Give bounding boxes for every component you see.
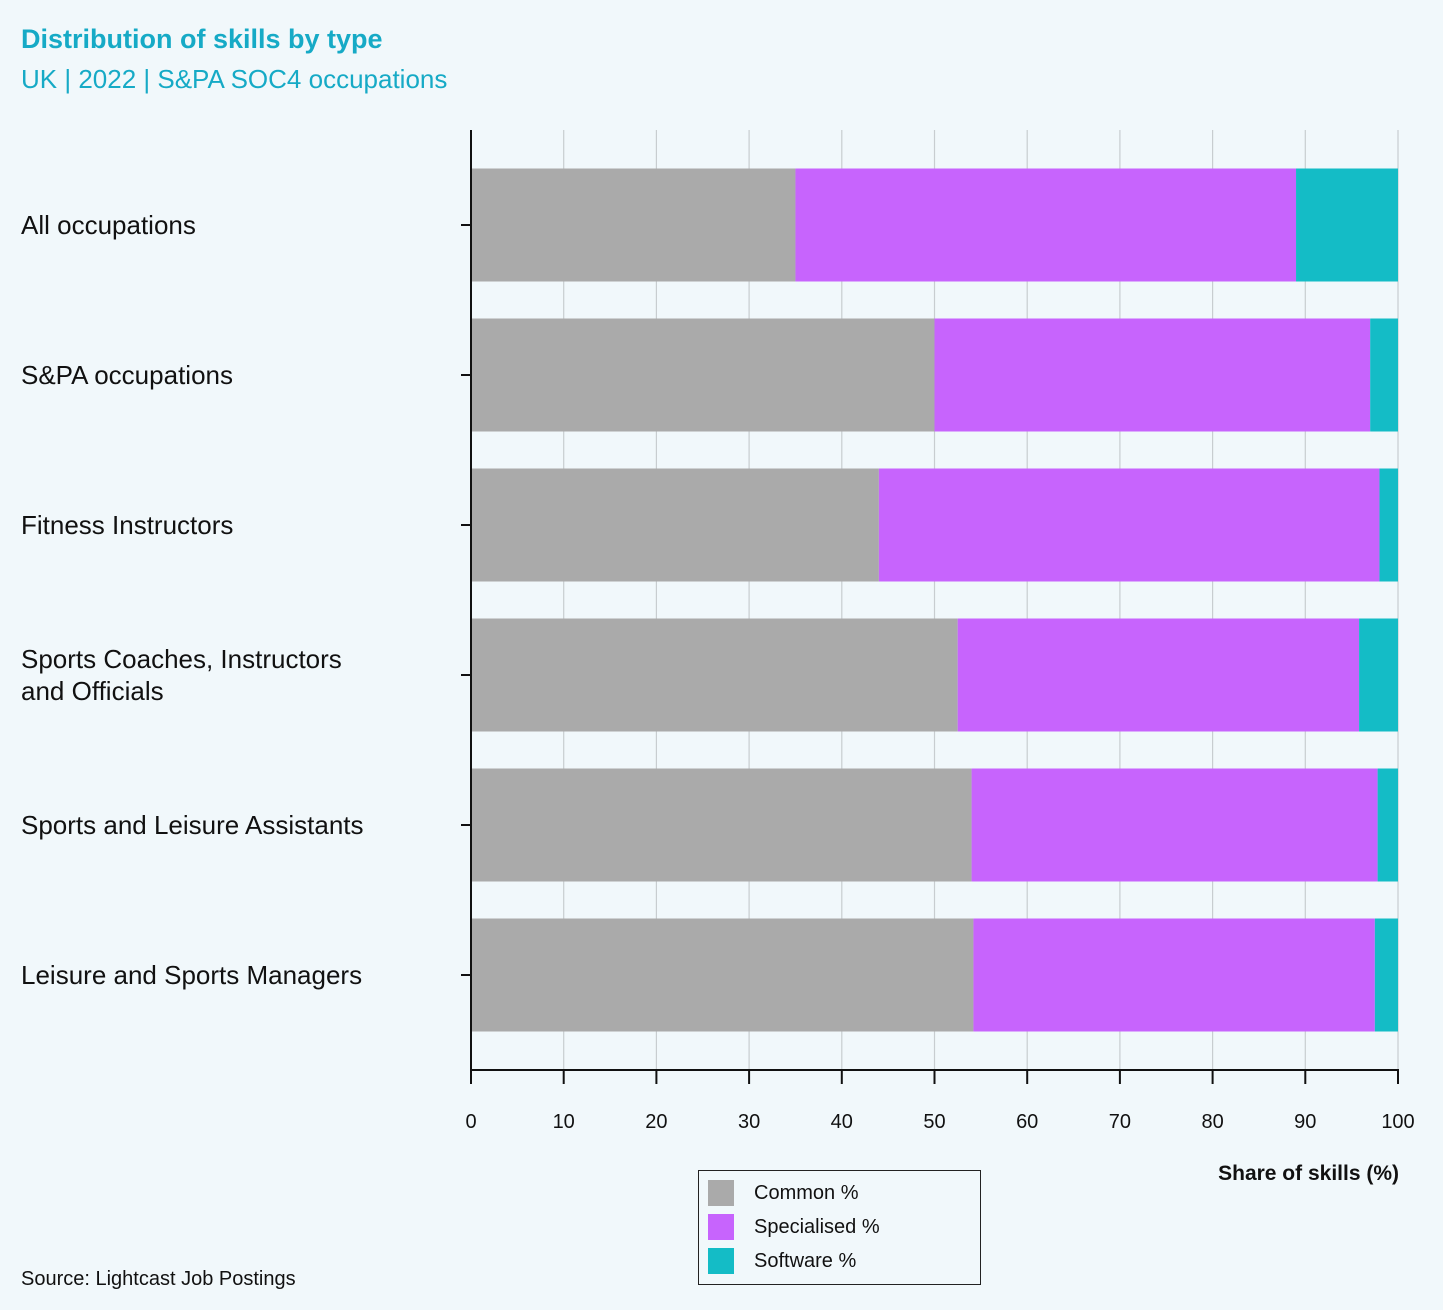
legend-swatch-software [708, 1248, 734, 1274]
x-tick-label-20: 20 [645, 1111, 667, 1133]
x-tick-label-0: 0 [465, 1111, 476, 1133]
source-note: Source: Lightcast Job Postings [21, 1268, 296, 1290]
legend-swatch-common [708, 1180, 734, 1206]
legend-label-common: Common % [754, 1181, 859, 1204]
x-tick-label-30: 30 [738, 1111, 760, 1133]
bar-software-0 [1296, 168, 1398, 282]
bar-software-2 [1379, 468, 1398, 582]
x-tick-label-60: 60 [1016, 1111, 1038, 1133]
bar-software-4 [1377, 768, 1398, 882]
legend-item-software: Software % [708, 1248, 856, 1274]
category-label-3-line-0: Sports Coaches, Instructors [21, 644, 342, 674]
x-tick-label-80: 80 [1201, 1111, 1223, 1133]
category-label-0: All occupations [21, 210, 196, 240]
chart-subtitle: UK | 2022 | S&PA SOC4 occupations [21, 64, 448, 94]
bar-specialised-2 [878, 468, 1380, 582]
legend-item-specialised: Specialised % [708, 1214, 880, 1240]
legend-swatch-specialised [708, 1214, 734, 1240]
bar-common-5 [471, 918, 974, 1032]
bar-common-1 [471, 318, 935, 432]
bar-specialised-1 [934, 318, 1371, 432]
chart-title: Distribution of skills by type [21, 24, 383, 54]
bar-specialised-3 [957, 618, 1360, 732]
category-label-3-line-1: and Officials [21, 676, 164, 706]
bar-specialised-5 [973, 918, 1375, 1032]
category-label-1: S&PA occupations [21, 360, 233, 390]
x-axis-title: Share of skills (%) [1218, 1162, 1399, 1185]
category-label-2: Fitness Instructors [21, 510, 233, 540]
category-label-5: Leisure and Sports Managers [21, 960, 362, 990]
bar-specialised-4 [971, 768, 1378, 882]
category-label-4: Sports and Leisure Assistants [21, 810, 364, 840]
bar-common-3 [471, 618, 958, 732]
bar-software-3 [1359, 618, 1398, 732]
bar-software-5 [1374, 918, 1398, 1032]
bar-common-2 [471, 468, 879, 582]
x-tick-label-50: 50 [923, 1111, 945, 1133]
bar-specialised-0 [795, 168, 1297, 282]
bar-common-4 [471, 768, 972, 882]
bar-software-1 [1370, 318, 1398, 432]
legend-item-common: Common % [708, 1180, 858, 1206]
x-tick-label-40: 40 [831, 1111, 853, 1133]
bar-common-0 [471, 168, 796, 282]
legend: Common % Specialised % Software % [698, 1170, 981, 1285]
x-tick-label-10: 10 [553, 1111, 575, 1133]
legend-label-software: Software % [754, 1249, 857, 1272]
x-tick-label-100: 100 [1381, 1111, 1414, 1133]
legend-label-specialised: Specialised % [754, 1215, 880, 1238]
stacked-bar-chart: All occupations S&PA occupations Fitness I… [21, 130, 1415, 1133]
x-tick-label-90: 90 [1294, 1111, 1316, 1133]
x-tick-label-70: 70 [1109, 1111, 1131, 1133]
